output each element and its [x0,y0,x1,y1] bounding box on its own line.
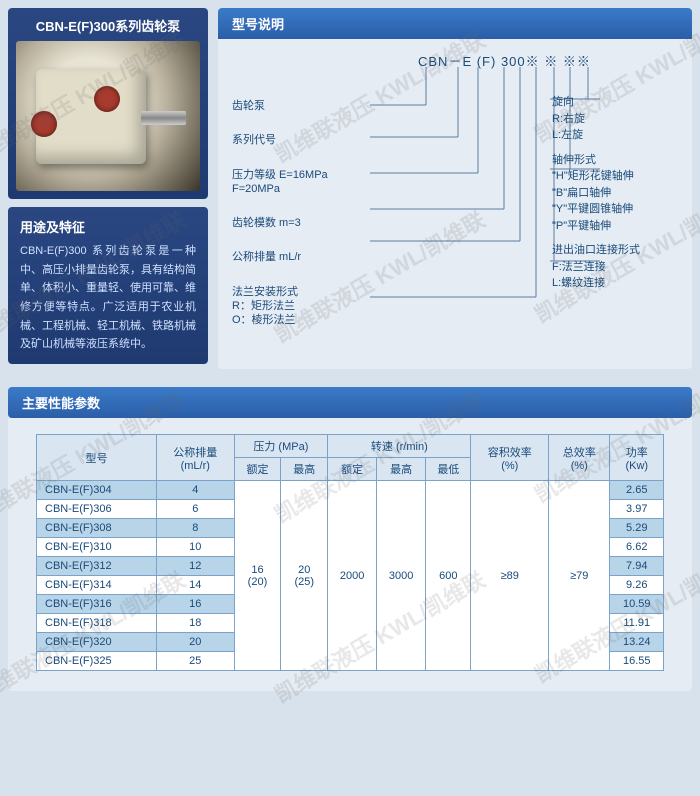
cell-shared-tot_eff: ≥79 [549,481,610,671]
cell-shared-speed_rated: 2000 [328,481,377,671]
cell-model: CBN-E(F)304 [37,481,157,500]
top-row: CBN-E(F)300系列齿轮泵 用途及特征 CBN-E(F)300 系列齿轮泵… [8,8,692,369]
col-press-rated: 额定 [234,458,281,481]
col-speed-min: 最低 [426,458,471,481]
cell-power: 2.65 [610,481,664,500]
params-table: 型号 公称排量 (mL/r) 压力 (MPa) 转速 (r/min) 容积效率 … [36,434,664,671]
model-code-text: CBN－E (F) 300※ ※ ※※ [418,51,591,70]
label-rotation: 旋向 R:右旋 L:左旋 [552,94,682,144]
model-explain-panel: 型号说明 CBN－E (F) 300※ ※ ※※ [218,8,692,369]
col-press-max: 最高 [281,458,328,481]
cell-shared-speed_min: 600 [426,481,471,671]
label-port-l: L:螺纹连接 [552,275,682,292]
cell-model: CBN-E(F)312 [37,557,157,576]
left-label-group: 齿轮泵 系列代号 压力等级 E=16MPa F=20MPa 齿轮模数 m=3 公… [232,99,402,348]
usage-title: 用途及特征 [20,217,196,236]
product-photo [16,41,200,191]
cell-displacement: 6 [157,500,235,519]
cell-shared-vol_eff: ≥89 [471,481,549,671]
label-module: 齿轮模数 m=3 [232,216,402,230]
label-displacement: 公称排量 mL/r [232,250,402,264]
col-pressure: 压力 (MPa) [234,435,328,458]
cell-power: 5.29 [610,519,664,538]
table-row: CBN-E(F)304416 (20)20 (25)20003000600≥89… [37,481,664,500]
label-port-title: 进出油口连接形式 [552,242,682,259]
cell-displacement: 4 [157,481,235,500]
label-rotation-r: R:右旋 [552,111,682,128]
cell-displacement: 25 [157,652,235,671]
cell-displacement: 16 [157,595,235,614]
page: CBN-E(F)300系列齿轮泵 用途及特征 CBN-E(F)300 系列齿轮泵… [0,0,700,796]
label-pressure: 压力等级 E=16MPa F=20MPa [232,168,402,197]
label-rotation-l: L:左旋 [552,127,682,144]
col-speed-rated: 额定 [328,458,377,481]
label-port: 进出油口连接形式 F:法兰连接 L:螺纹连接 [552,242,682,292]
cell-displacement: 18 [157,614,235,633]
col-speed-max: 最高 [377,458,426,481]
cell-model: CBN-E(F)320 [37,633,157,652]
cell-power: 9.26 [610,576,664,595]
cell-power: 11.91 [610,614,664,633]
label-flange: 法兰安装形式 R：矩形法兰 O：棱形法兰 [232,285,402,328]
cell-model: CBN-E(F)306 [37,500,157,519]
label-series: 系列代号 [232,133,402,147]
cell-model: CBN-E(F)308 [37,519,157,538]
col-displacement: 公称排量 (mL/r) [157,435,235,481]
col-model: 型号 [37,435,157,481]
cell-displacement: 8 [157,519,235,538]
cell-shared-speed_max: 3000 [377,481,426,671]
col-speed: 转速 (r/min) [328,435,471,458]
cell-shared-press_rated: 16 (20) [234,481,281,671]
left-column: CBN-E(F)300系列齿轮泵 用途及特征 CBN-E(F)300 系列齿轮泵… [8,8,208,369]
params-header: 主要性能参数 [8,387,692,418]
params-thead: 型号 公称排量 (mL/r) 压力 (MPa) 转速 (r/min) 容积效率 … [37,435,664,481]
cell-model: CBN-E(F)314 [37,576,157,595]
col-vol-eff: 容积效率 (%) [471,435,549,481]
cell-power: 10.59 [610,595,664,614]
label-gear-pump: 齿轮泵 [232,99,402,113]
cell-shared-press_max: 20 (25) [281,481,328,671]
label-shaft-title: 轴伸形式 [552,152,682,169]
cell-power: 6.62 [610,538,664,557]
right-label-group: 旋向 R:右旋 L:左旋 轴伸形式 "H"矩形花键轴伸 "B"扁口轴伸 "Y"平… [552,94,682,300]
cell-model: CBN-E(F)325 [37,652,157,671]
params-table-wrap: 型号 公称排量 (mL/r) 压力 (MPa) 转速 (r/min) 容积效率 … [8,418,692,691]
usage-body: CBN-E(F)300 系列齿轮泵是一种中、高压小排量齿轮泵，具有结构简单、体积… [20,242,196,354]
label-port-f: F:法兰连接 [552,259,682,276]
cell-model: CBN-E(F)310 [37,538,157,557]
cell-displacement: 10 [157,538,235,557]
model-diagram: CBN－E (F) 300※ ※ ※※ [218,39,692,369]
params-section: 主要性能参数 型号 公称排量 (mL/r) 压力 (MPa) 转速 (r/min… [8,387,692,691]
col-power: 功率 (Kw) [610,435,664,481]
usage-card: 用途及特征 CBN-E(F)300 系列齿轮泵是一种中、高压小排量齿轮泵，具有结… [8,207,208,364]
cell-model: CBN-E(F)316 [37,595,157,614]
col-tot-eff: 总效率 (%) [549,435,610,481]
product-title: CBN-E(F)300系列齿轮泵 [16,16,200,35]
explain-header: 型号说明 [218,8,692,39]
label-shaft: 轴伸形式 "H"矩形花键轴伸 "B"扁口轴伸 "Y"平键圆锥轴伸 "P"平键轴伸 [552,152,682,235]
label-shaft-p: "P"平键轴伸 [552,218,682,235]
cell-displacement: 20 [157,633,235,652]
pump-shaft-shape [141,111,186,125]
cell-power: 16.55 [610,652,664,671]
cell-power: 3.97 [610,500,664,519]
label-rotation-title: 旋向 [552,94,682,111]
label-shaft-b: "B"扁口轴伸 [552,185,682,202]
label-shaft-h: "H"矩形花键轴伸 [552,168,682,185]
cell-power: 13.24 [610,633,664,652]
cell-power: 7.94 [610,557,664,576]
params-tbody: CBN-E(F)304416 (20)20 (25)20003000600≥89… [37,481,664,671]
cell-displacement: 12 [157,557,235,576]
pump-port-shape [31,111,57,137]
cell-displacement: 14 [157,576,235,595]
product-photo-card: CBN-E(F)300系列齿轮泵 [8,8,208,199]
label-shaft-y: "Y"平键圆锥轴伸 [552,201,682,218]
pump-port-shape [94,86,120,112]
cell-model: CBN-E(F)318 [37,614,157,633]
